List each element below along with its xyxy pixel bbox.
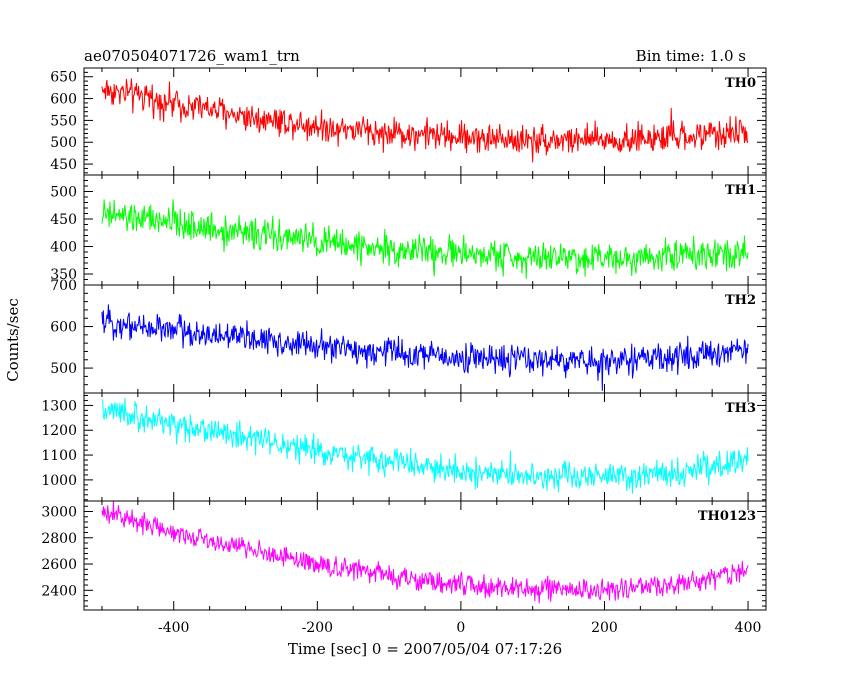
- y-tick-label: 3000: [41, 505, 77, 521]
- y-tick-label: 350: [50, 267, 77, 283]
- x-tick-label: -200: [302, 620, 333, 636]
- y-tick-label: 700: [50, 278, 77, 294]
- panel-frame: [83, 392, 767, 502]
- bin-time-label: Bin time: 1.0 s: [636, 47, 746, 65]
- y-tick-label: 500: [50, 135, 77, 151]
- y-tick-label: 500: [50, 185, 77, 201]
- panel-frame: [83, 284, 767, 394]
- chart-title: ae070504071726_wam1_trn: [84, 47, 300, 65]
- panel-label: TH0: [725, 76, 756, 91]
- x-tick-label: 0: [456, 620, 465, 636]
- panel-th0123: 2400 2600 2800 3000 TH0123: [41, 500, 767, 611]
- y-tick-label: 2800: [41, 531, 77, 547]
- x-axis-label: Time [sec] 0 = 2007/05/04 07:17:26: [288, 640, 562, 658]
- panel-frame: [83, 67, 767, 176]
- panel-label: TH1: [725, 183, 756, 198]
- panels: 450 500 550 600 650 TH0 350 400 450 500 TH1 500 600 7…: [41, 67, 767, 636]
- y-tick-label: 600: [50, 320, 77, 336]
- y-tick-label: 450: [50, 157, 77, 173]
- panel-th1: 350 400 450 500 TH1: [50, 174, 767, 286]
- y-tick-label: 600: [50, 92, 77, 108]
- y-tick-label: 1000: [41, 473, 77, 489]
- series-th1: [101, 199, 749, 279]
- series-th0: [101, 78, 749, 163]
- series-th2: [101, 304, 749, 391]
- panel-th2: 500 600 700 TH2: [50, 278, 767, 394]
- y-tick-label: 450: [50, 212, 77, 228]
- series-th0123: [101, 501, 749, 604]
- panel-label: TH2: [725, 293, 756, 308]
- y-tick-label: 1300: [41, 398, 77, 414]
- y-tick-label: 1200: [41, 423, 77, 439]
- y-tick-label: 1100: [41, 448, 77, 464]
- y-axis-label: Counts/sec: [4, 298, 22, 382]
- panel-th3: 1000 1100 1200 1300 TH3: [41, 392, 767, 502]
- panel-label: TH0123: [698, 509, 756, 524]
- x-tick-label: 400: [735, 620, 762, 636]
- panel-th0: 450 500 550 600 650 TH0: [50, 67, 767, 176]
- y-tick-label: 2600: [41, 557, 77, 573]
- y-tick-label: 500: [50, 361, 77, 377]
- x-tick-label: -400: [158, 620, 189, 636]
- y-tick-label: 550: [50, 113, 77, 129]
- y-tick-label: 650: [50, 70, 77, 86]
- panel-frame: [83, 174, 767, 286]
- panel-frame: [83, 500, 767, 611]
- x-tick-label: 200: [591, 620, 618, 636]
- series-th3: [101, 397, 749, 494]
- y-tick-label: 400: [50, 240, 77, 256]
- panel-label: TH3: [725, 401, 756, 416]
- y-tick-label: 2400: [41, 583, 77, 599]
